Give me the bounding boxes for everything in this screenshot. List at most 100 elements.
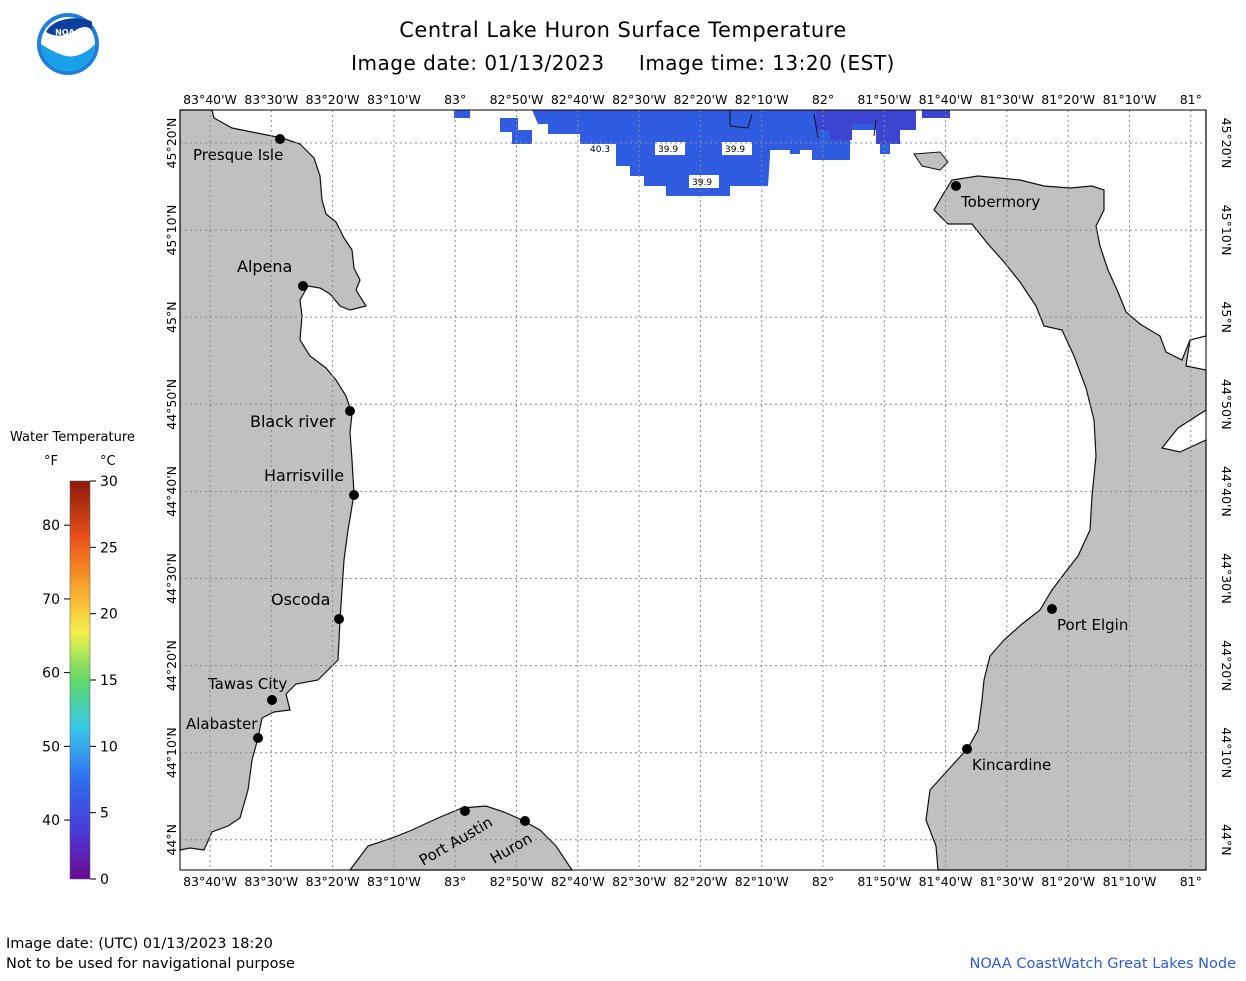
lon-label: 81°10'W xyxy=(1103,874,1157,889)
city-dot-alabaster xyxy=(253,733,263,743)
lon-label: 81°20'W xyxy=(1041,92,1095,107)
lon-label: 81°50'W xyxy=(857,92,911,107)
lon-label: 82°20'W xyxy=(673,874,727,889)
city-label-oscoda: Oscoda xyxy=(271,590,330,609)
noaa-logo: NOAA xyxy=(37,13,99,75)
city-label-tawas-city: Tawas City xyxy=(207,675,287,693)
lon-label: 83°40'W xyxy=(183,874,237,889)
temp-label: 39.9 xyxy=(658,145,678,155)
city-dot-tawas-city xyxy=(267,695,277,705)
lat-label: 45°10'N xyxy=(1219,205,1234,256)
legend-tick-c: 0 xyxy=(100,872,109,888)
lon-label: 83°20'W xyxy=(306,92,360,107)
lon-label: 81°30'W xyxy=(980,92,1034,107)
city-dot-port-austin xyxy=(460,806,470,816)
legend-tick-c: 20 xyxy=(100,607,118,623)
lon-label: 82°50'W xyxy=(490,874,544,889)
lon-label: 83° xyxy=(444,874,466,889)
lat-label: 44°40'N xyxy=(1219,466,1234,517)
lon-label: 83°30'W xyxy=(244,874,298,889)
city-label-black-river: Black river xyxy=(250,412,336,431)
lat-label: 44°30'N xyxy=(164,553,179,604)
lat-label: 44°50'N xyxy=(1219,379,1234,430)
credit: NOAA CoastWatch Great Lakes Node xyxy=(969,956,1236,972)
city-dot-port-elgin xyxy=(1047,604,1057,614)
map-frame xyxy=(179,109,1207,871)
lon-label: 83° xyxy=(444,92,466,107)
cold-water-area xyxy=(816,110,916,144)
lat-label: 45°20'N xyxy=(164,118,179,169)
legend-tick-c: 5 xyxy=(100,806,109,822)
lon-label: 83°10'W xyxy=(367,874,421,889)
lon-label: 82°20'W xyxy=(673,92,727,107)
temperature-legend: Water Temperature °F °C 0 5 10 15 20 25 30 40 50… xyxy=(10,430,135,888)
lat-label: 44°20'N xyxy=(1219,640,1234,691)
lon-label: 82°40'W xyxy=(551,92,605,107)
legend-tick-f: 70 xyxy=(42,592,60,608)
lat-label: 45°10'N xyxy=(164,205,179,256)
legend-tick-f: 50 xyxy=(42,739,60,755)
michigan-land xyxy=(179,109,367,851)
legend-unit-f: °F xyxy=(44,454,58,469)
city-dot-oscoda xyxy=(334,614,344,624)
lon-label: 83°40'W xyxy=(183,92,237,107)
legend-tick-c: 25 xyxy=(100,540,118,556)
lon-label: 83°20'W xyxy=(306,874,360,889)
city-label-harrisville: Harrisville xyxy=(264,466,344,485)
city-label-kincardine: Kincardine xyxy=(972,756,1051,774)
lon-label: 81°50'W xyxy=(857,874,911,889)
latitude-labels-right: 45°20'N 45°10'N 45°N 44°50'N 44°40'N 44°30'N 4… xyxy=(1219,118,1234,856)
lat-label: 44°N xyxy=(1219,824,1234,856)
lon-label: 82°30'W xyxy=(612,874,666,889)
legend-ticks: 0 5 10 15 20 25 30 40 50 60 70 80 xyxy=(42,474,118,888)
lon-label: 82°40'W xyxy=(551,874,605,889)
lon-label: 81°30'W xyxy=(980,874,1034,889)
city-dot-huron xyxy=(520,816,530,826)
legend-tick-f: 60 xyxy=(42,666,60,682)
city-markers xyxy=(253,134,1057,826)
legend-tick-f: 40 xyxy=(42,813,60,829)
city-label-tobermory: Tobermory xyxy=(960,193,1040,211)
lat-label: 44°10'N xyxy=(1219,727,1234,778)
lat-label: 45°N xyxy=(164,301,179,333)
image-time-label: Image time: xyxy=(638,51,766,75)
legend-title: Water Temperature xyxy=(10,430,135,445)
temp-label: 39.9 xyxy=(692,178,712,188)
legend-tick-c: 15 xyxy=(100,673,118,689)
city-dot-black-river xyxy=(345,406,355,416)
lat-label: 45°20'N xyxy=(1219,118,1234,169)
lat-label: 44°20'N xyxy=(164,640,179,691)
legend-unit-c: °C xyxy=(100,454,116,469)
lon-label: 82°10'W xyxy=(735,92,789,107)
temp-label: 39.9 xyxy=(725,145,745,155)
lat-label: 44°40'N xyxy=(164,466,179,517)
lat-label: 44°N xyxy=(164,824,179,856)
longitude-labels-top: 83°40'W 83°30'W 83°20'W 83°10'W 83° 82°50'W 82… xyxy=(183,92,1202,107)
image-date-label: Image date: xyxy=(351,51,478,75)
image-time-value: 13:20 (EST) xyxy=(772,51,895,75)
lon-label: 81°40'W xyxy=(919,874,973,889)
lon-label: 81° xyxy=(1180,92,1202,107)
lat-label: 44°30'N xyxy=(1219,553,1234,604)
city-label-presque-isle: Presque Isle xyxy=(193,146,283,164)
lon-label: 81°20'W xyxy=(1041,874,1095,889)
lon-label: 81°10'W xyxy=(1103,92,1157,107)
map: 40.3 39.9 39.9 39.9 83°40'W 83°30'W 83°20'… xyxy=(164,92,1234,889)
lon-label: 82°50'W xyxy=(490,92,544,107)
lon-label: 82°30'W xyxy=(612,92,666,107)
map-subtitle: Image date: 01/13/2023 Image time: 13:20… xyxy=(0,51,1246,75)
lat-label: 45°N xyxy=(1219,301,1234,333)
city-dot-tobermory xyxy=(951,181,961,191)
noaa-logo-text: NOAA xyxy=(55,28,81,37)
legend-tick-c: 10 xyxy=(100,739,118,755)
city-label-alabaster: Alabaster xyxy=(186,715,258,733)
city-dot-alpena xyxy=(298,281,308,291)
lon-label: 82° xyxy=(812,874,834,889)
utc-date: Image date: (UTC) 01/13/2023 18:20 xyxy=(6,936,273,952)
longitude-labels-bottom: 83°40'W 83°30'W 83°20'W 83°10'W 83° 82°50'W 82… xyxy=(183,874,1202,889)
city-dot-kincardine xyxy=(962,744,972,754)
latitude-labels-left: 45°20'N 45°10'N 45°N 44°50'N 44°40'N 44°30'N 4… xyxy=(164,118,179,856)
city-label-alpena: Alpena xyxy=(237,257,292,276)
city-label-port-elgin: Port Elgin xyxy=(1057,616,1128,634)
temp-label: 40.3 xyxy=(590,145,610,155)
